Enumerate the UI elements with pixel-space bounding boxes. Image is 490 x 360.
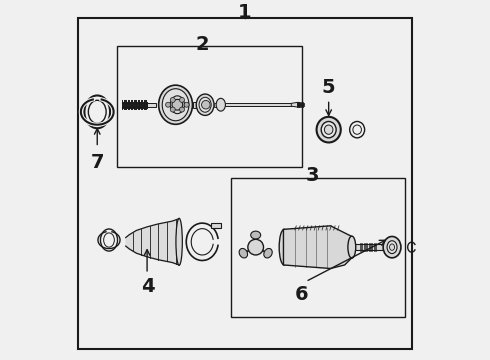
Polygon shape <box>283 226 352 269</box>
Circle shape <box>179 98 184 102</box>
Ellipse shape <box>321 121 336 138</box>
Ellipse shape <box>383 237 401 258</box>
Ellipse shape <box>162 89 189 121</box>
Bar <box>211 223 221 228</box>
Text: 2: 2 <box>196 35 209 54</box>
Ellipse shape <box>176 218 182 265</box>
Ellipse shape <box>199 97 211 112</box>
Bar <box>225 103 295 106</box>
Ellipse shape <box>390 244 394 250</box>
Circle shape <box>201 100 210 109</box>
Text: 5: 5 <box>322 78 336 97</box>
Ellipse shape <box>279 229 289 265</box>
Circle shape <box>170 98 175 102</box>
Ellipse shape <box>196 94 214 116</box>
Ellipse shape <box>159 85 193 124</box>
Ellipse shape <box>348 236 356 258</box>
Circle shape <box>179 107 184 112</box>
Text: 4: 4 <box>141 278 155 296</box>
Ellipse shape <box>251 231 261 239</box>
Text: 6: 6 <box>295 285 309 304</box>
Bar <box>117 46 302 167</box>
Text: 1: 1 <box>238 3 252 22</box>
Bar <box>214 103 219 107</box>
Circle shape <box>172 99 183 110</box>
Circle shape <box>166 102 171 107</box>
Polygon shape <box>291 102 298 107</box>
Circle shape <box>184 102 189 107</box>
Ellipse shape <box>170 96 184 114</box>
Ellipse shape <box>216 98 225 111</box>
Bar <box>122 103 147 107</box>
Circle shape <box>170 107 175 112</box>
Ellipse shape <box>387 241 397 253</box>
Ellipse shape <box>239 248 247 258</box>
Ellipse shape <box>317 117 341 143</box>
Bar <box>147 103 156 107</box>
Bar <box>231 178 405 316</box>
Text: 7: 7 <box>91 153 104 172</box>
Text: 3: 3 <box>306 166 319 185</box>
Ellipse shape <box>264 248 272 258</box>
Circle shape <box>248 239 264 255</box>
Ellipse shape <box>324 125 333 134</box>
Bar <box>355 244 389 250</box>
Bar <box>194 102 200 108</box>
